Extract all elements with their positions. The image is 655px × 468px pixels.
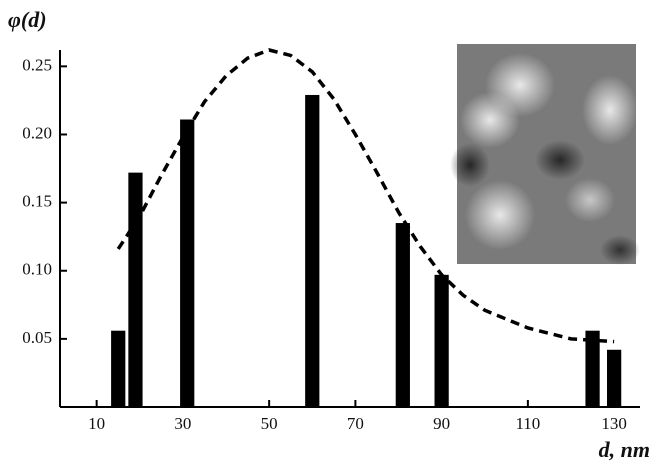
x-tick-label: 70 bbox=[347, 414, 364, 433]
bar bbox=[180, 119, 195, 407]
bar bbox=[585, 330, 600, 407]
x-tick-label: 90 bbox=[433, 414, 450, 433]
y-tick-label: 0.05 bbox=[22, 328, 52, 347]
y-tick-label: 0.25 bbox=[22, 55, 52, 74]
bar bbox=[128, 172, 143, 407]
x-tick-label: 30 bbox=[174, 414, 191, 433]
x-tick-label: 10 bbox=[88, 414, 105, 433]
y-axis-label: φ(d) bbox=[8, 7, 47, 32]
bar bbox=[395, 223, 410, 407]
y-tick-label: 0.20 bbox=[22, 123, 52, 142]
afm-inset bbox=[450, 44, 640, 265]
bar bbox=[434, 274, 449, 407]
y-tick-label: 0.10 bbox=[22, 260, 52, 279]
bar bbox=[305, 94, 320, 408]
x-axis-label: d, nm bbox=[599, 437, 650, 462]
bar bbox=[111, 330, 126, 407]
fit-curve bbox=[116, 48, 615, 344]
x-tick-label: 110 bbox=[515, 414, 540, 433]
y-tick-label: 0.15 bbox=[22, 192, 52, 211]
bar bbox=[607, 349, 622, 407]
x-tick-label: 50 bbox=[261, 414, 278, 433]
x-tick-label: 130 bbox=[601, 414, 627, 433]
